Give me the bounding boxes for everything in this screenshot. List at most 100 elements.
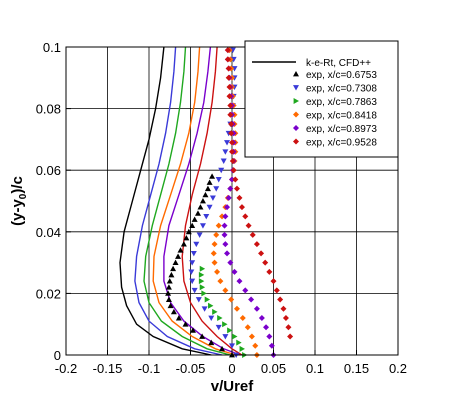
exp-data-point [287,333,294,340]
x-tick-label: -0.15 [93,361,123,376]
legend-marker [293,85,299,91]
exp-data-point [227,102,234,109]
y-axis-title: (y-y0)/c [9,176,29,226]
exp-data-point [182,321,189,327]
exp-data-point [175,315,182,321]
exp-data-point [209,173,216,179]
exp-data-point [221,231,228,238]
exp-data-point [211,241,218,248]
y-tick-label: 0.08 [36,102,61,117]
exp-data-point [189,278,196,285]
exp-data-point [230,167,237,174]
cfd-curve [119,46,212,356]
exp-data-point [193,241,200,248]
exp-data-point [170,308,177,315]
x-tick-label: 0.2 [389,361,407,376]
exp-data-point [199,265,206,272]
exp-data-point [227,185,234,192]
exp-data-point [268,342,275,349]
legend-marker [293,98,299,104]
exp-data-point [239,345,245,352]
exp-data-point [224,47,231,54]
exp-data-point [194,210,201,216]
exp-data-point [168,271,175,278]
exp-data-point [199,333,206,339]
x-tick-label: -0.05 [176,361,206,376]
exp-data-point [215,177,222,183]
exp-data-point [266,268,273,275]
exp-data-point [202,191,209,198]
axis-ticks: -0.2 -0.15 -0.1 -0.05 0 0.05 0.1 0.15 0.2 0 0.02 0.… [36,40,407,376]
exp-data-point [253,241,260,248]
exp-data-point [228,130,235,137]
exp-data-point [244,324,251,331]
exp-data-point [226,93,233,100]
exp-data-point [248,296,255,303]
exp-data-point [263,324,270,331]
exp-data-point [258,315,265,322]
cfd-curve [134,46,223,356]
exp-data-point [225,194,232,201]
exp-data-point [249,231,256,238]
exp-data-point [189,222,196,229]
exp-data-point [236,194,243,201]
exp-data-point [238,204,245,211]
exp-data-point [239,315,246,322]
exp-data-point [219,345,226,352]
legend-marker [293,71,299,77]
exp-data-point [195,297,202,303]
exp-data-point [191,287,198,294]
exp-data-point [180,241,187,247]
exp-data-point [258,250,265,257]
exp-data-point [236,278,243,285]
exp-data-point [282,315,289,322]
exp-data-point [229,343,235,349]
exp-data-point [222,149,229,155]
exp-data-point [285,324,292,331]
exp-data-point [218,167,225,174]
x-tick-label: -0.1 [138,361,160,376]
exp-data-point [229,157,236,164]
legend-cfd-label: k-e-Rt, CFD++ [306,58,371,69]
exp-data-point [233,305,240,312]
exp-data-point [199,284,206,291]
cfd-curve [181,46,243,356]
exp-data-point [232,176,239,183]
exp-data-point [219,213,226,220]
exp-data-point [213,231,220,238]
exp-data-point [190,250,197,257]
exp-data-point [224,250,231,257]
exp-data-point [198,271,205,278]
exp-data-point [252,342,259,349]
exp-data-point [214,268,221,275]
legend-marker [293,111,299,118]
exp-data-point [229,139,235,146]
exp-data-point [220,158,227,164]
experimental-markers [165,47,294,358]
exp-data-point [208,315,215,322]
exp-data-point [266,333,273,340]
exp-data-point [253,305,260,312]
exp-data-point [224,140,231,146]
exp-data-point [225,65,232,72]
exp-data-point [270,278,277,285]
exp-data-point [248,333,255,340]
exp-data-point [222,334,229,340]
exp-data-point [211,259,218,266]
exp-data-point [209,195,216,201]
exp-data-point [189,260,196,266]
exp-data-point [277,296,284,303]
cfd-curve [143,46,231,356]
exp-data-point [236,339,242,346]
exp-data-point [222,213,229,220]
exp-data-point [215,222,222,229]
exp-data-point [217,315,223,322]
exp-data-point [175,253,182,259]
exp-data-point [226,84,233,91]
exp-data-point [206,204,213,211]
exp-data-point [172,259,179,265]
exp-data-point [217,278,224,285]
exp-data-point [227,259,234,266]
